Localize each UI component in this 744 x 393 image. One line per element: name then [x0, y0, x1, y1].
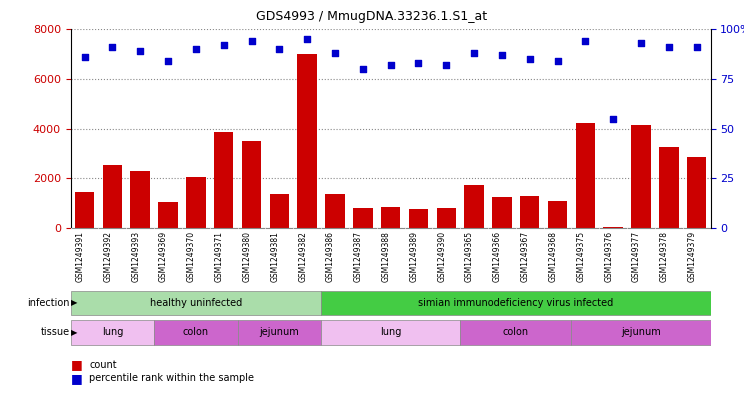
FancyBboxPatch shape	[460, 320, 571, 345]
Text: GSM1249391: GSM1249391	[76, 231, 85, 282]
Point	[106, 44, 118, 50]
FancyBboxPatch shape	[71, 320, 154, 345]
Bar	[298, 54, 317, 228]
Text: ■: ■	[71, 358, 83, 371]
Text: GSM1249365: GSM1249365	[465, 231, 474, 282]
Bar	[464, 185, 484, 228]
Text: GSM1249371: GSM1249371	[215, 231, 224, 282]
Text: GSM1249367: GSM1249367	[521, 231, 530, 282]
Point	[273, 46, 285, 52]
Point	[580, 38, 591, 44]
Text: percentile rank within the sample: percentile rank within the sample	[89, 373, 254, 383]
Text: GSM1249377: GSM1249377	[632, 231, 641, 282]
Point	[412, 60, 424, 66]
Text: GSM1249376: GSM1249376	[604, 231, 613, 282]
Point	[385, 62, 397, 68]
Text: GSM1249381: GSM1249381	[270, 231, 279, 282]
Text: GSM1249378: GSM1249378	[660, 231, 669, 282]
Bar	[631, 125, 651, 228]
Text: GSM1249389: GSM1249389	[409, 231, 418, 282]
Bar	[576, 123, 595, 228]
Bar	[186, 177, 205, 228]
Point	[690, 44, 702, 50]
Point	[551, 58, 563, 64]
Text: GSM1249382: GSM1249382	[298, 231, 307, 282]
Point	[357, 66, 369, 72]
Point	[134, 48, 146, 55]
Text: GSM1249366: GSM1249366	[493, 231, 502, 282]
Text: healthy uninfected: healthy uninfected	[150, 298, 242, 308]
Text: colon: colon	[183, 327, 209, 338]
Text: GSM1249369: GSM1249369	[159, 231, 168, 282]
Text: GDS4993 / MmugDNA.33236.1.S1_at: GDS4993 / MmugDNA.33236.1.S1_at	[257, 10, 487, 23]
Bar	[269, 195, 289, 228]
Point	[440, 62, 452, 68]
Point	[162, 58, 174, 64]
Bar	[353, 208, 373, 228]
Point	[218, 42, 230, 48]
Point	[635, 40, 647, 46]
Text: GSM1249392: GSM1249392	[103, 231, 112, 282]
Point	[246, 38, 257, 44]
Text: ▶: ▶	[71, 328, 78, 337]
Bar	[659, 147, 679, 228]
FancyBboxPatch shape	[321, 291, 711, 315]
Bar	[520, 196, 539, 228]
FancyBboxPatch shape	[154, 320, 237, 345]
FancyBboxPatch shape	[571, 320, 711, 345]
Bar	[103, 165, 122, 228]
Text: GSM1249386: GSM1249386	[326, 231, 335, 282]
Bar	[603, 227, 623, 228]
Point	[468, 50, 480, 57]
Bar	[158, 202, 178, 228]
Text: tissue: tissue	[41, 327, 70, 338]
Text: GSM1249387: GSM1249387	[354, 231, 363, 282]
Text: GSM1249370: GSM1249370	[187, 231, 196, 282]
Point	[329, 50, 341, 57]
Point	[301, 36, 313, 42]
Point	[190, 46, 202, 52]
Text: jejunum: jejunum	[621, 327, 661, 338]
FancyBboxPatch shape	[321, 320, 460, 345]
Bar	[75, 192, 94, 228]
Bar	[325, 195, 344, 228]
Text: ▶: ▶	[71, 299, 78, 307]
Point	[79, 54, 91, 61]
Bar	[687, 157, 706, 228]
Text: GSM1249390: GSM1249390	[437, 231, 446, 282]
Text: ■: ■	[71, 371, 83, 385]
Point	[496, 52, 508, 59]
Point	[607, 116, 619, 122]
Text: infection: infection	[28, 298, 70, 308]
Text: GSM1249380: GSM1249380	[243, 231, 251, 282]
Text: count: count	[89, 360, 117, 370]
Text: lung: lung	[380, 327, 401, 338]
Text: GSM1249368: GSM1249368	[548, 231, 557, 282]
Point	[524, 56, 536, 62]
FancyBboxPatch shape	[237, 320, 321, 345]
Bar	[381, 207, 400, 228]
Bar	[242, 141, 261, 228]
Bar	[130, 171, 150, 228]
Text: lung: lung	[102, 327, 123, 338]
Bar	[492, 197, 512, 228]
Text: simian immunodeficiency virus infected: simian immunodeficiency virus infected	[418, 298, 613, 308]
Bar	[214, 132, 234, 228]
Text: GSM1249388: GSM1249388	[382, 231, 391, 282]
Bar	[437, 208, 456, 228]
Bar	[408, 209, 428, 228]
Text: GSM1249393: GSM1249393	[131, 231, 140, 282]
Bar	[548, 201, 567, 228]
FancyBboxPatch shape	[71, 291, 321, 315]
Text: GSM1249379: GSM1249379	[687, 231, 696, 282]
Text: colon: colon	[503, 327, 529, 338]
Text: jejunum: jejunum	[260, 327, 299, 338]
Point	[663, 44, 675, 50]
Text: GSM1249375: GSM1249375	[577, 231, 586, 282]
